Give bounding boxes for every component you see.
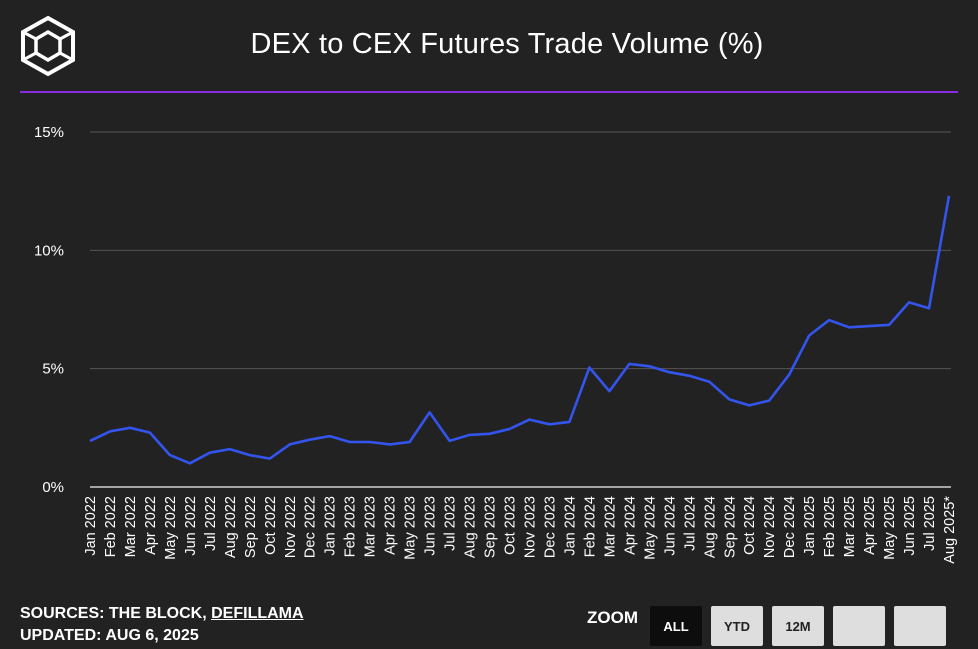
- x-tick-label: Aug 2024: [702, 496, 718, 558]
- x-tick-label: Jul 2023: [443, 496, 459, 551]
- defillama-link[interactable]: DEFILLAMA: [211, 605, 304, 622]
- updated-text: UPDATED: AUG 6, 2025: [20, 627, 199, 644]
- x-tick-label: Apr 2022: [143, 496, 159, 555]
- x-tick-label: Feb 2023: [343, 496, 359, 557]
- x-tick-label: Aug 2023: [463, 496, 479, 558]
- zoom-extra-button-2[interactable]: [894, 606, 946, 646]
- x-tick-label: Oct 2022: [263, 496, 279, 555]
- x-tick-label: Sep 2024: [722, 496, 738, 558]
- x-tick-label: Nov 2022: [283, 496, 299, 558]
- zoom-ytd-button[interactable]: YTD: [711, 606, 763, 646]
- x-tick-label: Oct 2023: [503, 496, 519, 555]
- x-tick-label: Jan 2022: [83, 496, 99, 556]
- x-tick-label: Mar 2024: [602, 496, 618, 557]
- x-tick-label: Apr 2024: [622, 496, 638, 555]
- chart-title: DEX to CEX Futures Trade Volume (%): [250, 28, 764, 60]
- x-tick-label: Jan 2023: [323, 496, 339, 556]
- x-tick-label: Dec 2023: [542, 496, 558, 558]
- x-tick-label: Jul 2025: [922, 496, 938, 551]
- y-tick-label: 15%: [34, 124, 64, 141]
- zoom-extra-button-1[interactable]: [833, 606, 885, 646]
- title-divider: [20, 91, 958, 93]
- x-tick-label: May 2023: [403, 496, 419, 560]
- x-tick-label: Aug 2022: [223, 496, 239, 558]
- x-tick-label: Mar 2023: [363, 496, 379, 557]
- x-tick-label: Mar 2022: [123, 496, 139, 557]
- x-tick-label: Nov 2024: [762, 496, 778, 558]
- x-tick-label: Dec 2024: [782, 496, 798, 558]
- x-tick-label: Apr 2025: [862, 496, 878, 555]
- the-block-logo: [18, 15, 78, 77]
- series-line: [89, 195, 951, 465]
- x-tick-label: Jan 2025: [802, 496, 818, 556]
- x-tick-label: Jul 2024: [682, 496, 698, 551]
- x-tick-label: Jun 2022: [183, 496, 199, 556]
- x-tick-label: Sep 2022: [243, 496, 259, 558]
- x-tick-label: Dec 2022: [303, 496, 319, 558]
- x-tick-label: Sep 2023: [483, 496, 499, 558]
- x-tick-label: Apr 2023: [383, 496, 399, 555]
- x-tick-label: May 2022: [163, 496, 179, 560]
- x-tick-label: Jun 2024: [662, 496, 678, 556]
- x-tick-label: Jan 2024: [562, 496, 578, 556]
- x-tick-label: Jun 2023: [423, 496, 439, 556]
- y-tick-label: 10%: [34, 242, 64, 259]
- x-tick-label: Feb 2025: [822, 496, 838, 557]
- zoom-all-button[interactable]: ALL: [650, 606, 702, 646]
- sources-text: SOURCES: THE BLOCK,: [20, 605, 212, 622]
- x-tick-label: Nov 2023: [522, 496, 538, 558]
- zoom-label: ZOOM: [587, 608, 638, 627]
- zoom-12m-button[interactable]: 12M: [772, 606, 824, 646]
- sources-line: SOURCES: THE BLOCK, DEFILLAMA: [20, 603, 304, 625]
- x-tick-label: Feb 2022: [103, 496, 119, 557]
- y-tick-label: 5%: [42, 361, 64, 378]
- line-chart: 0%5%10%15%Jan 2022 Feb 2022 Mar 2022 Apr 20…: [34, 124, 958, 564]
- x-tick-label: Feb 2024: [582, 496, 598, 557]
- x-tick-label: Oct 2024: [742, 496, 758, 555]
- zoom-controls: ZOOM ALL YTD 12M: [587, 606, 955, 646]
- x-tick-label: Jul 2022: [203, 496, 219, 551]
- x-tick-label: Mar 2025: [842, 496, 858, 557]
- x-tick-label: Jun 2025: [902, 496, 918, 556]
- x-tick-label: May 2025: [882, 496, 898, 560]
- y-tick-label: 0%: [42, 479, 64, 496]
- x-tick-label: May 2024: [642, 496, 658, 560]
- x-tick-label: Aug 2025*: [942, 496, 958, 564]
- chart-footer: SOURCES: THE BLOCK, DEFILLAMA UPDATED: A…: [20, 603, 304, 647]
